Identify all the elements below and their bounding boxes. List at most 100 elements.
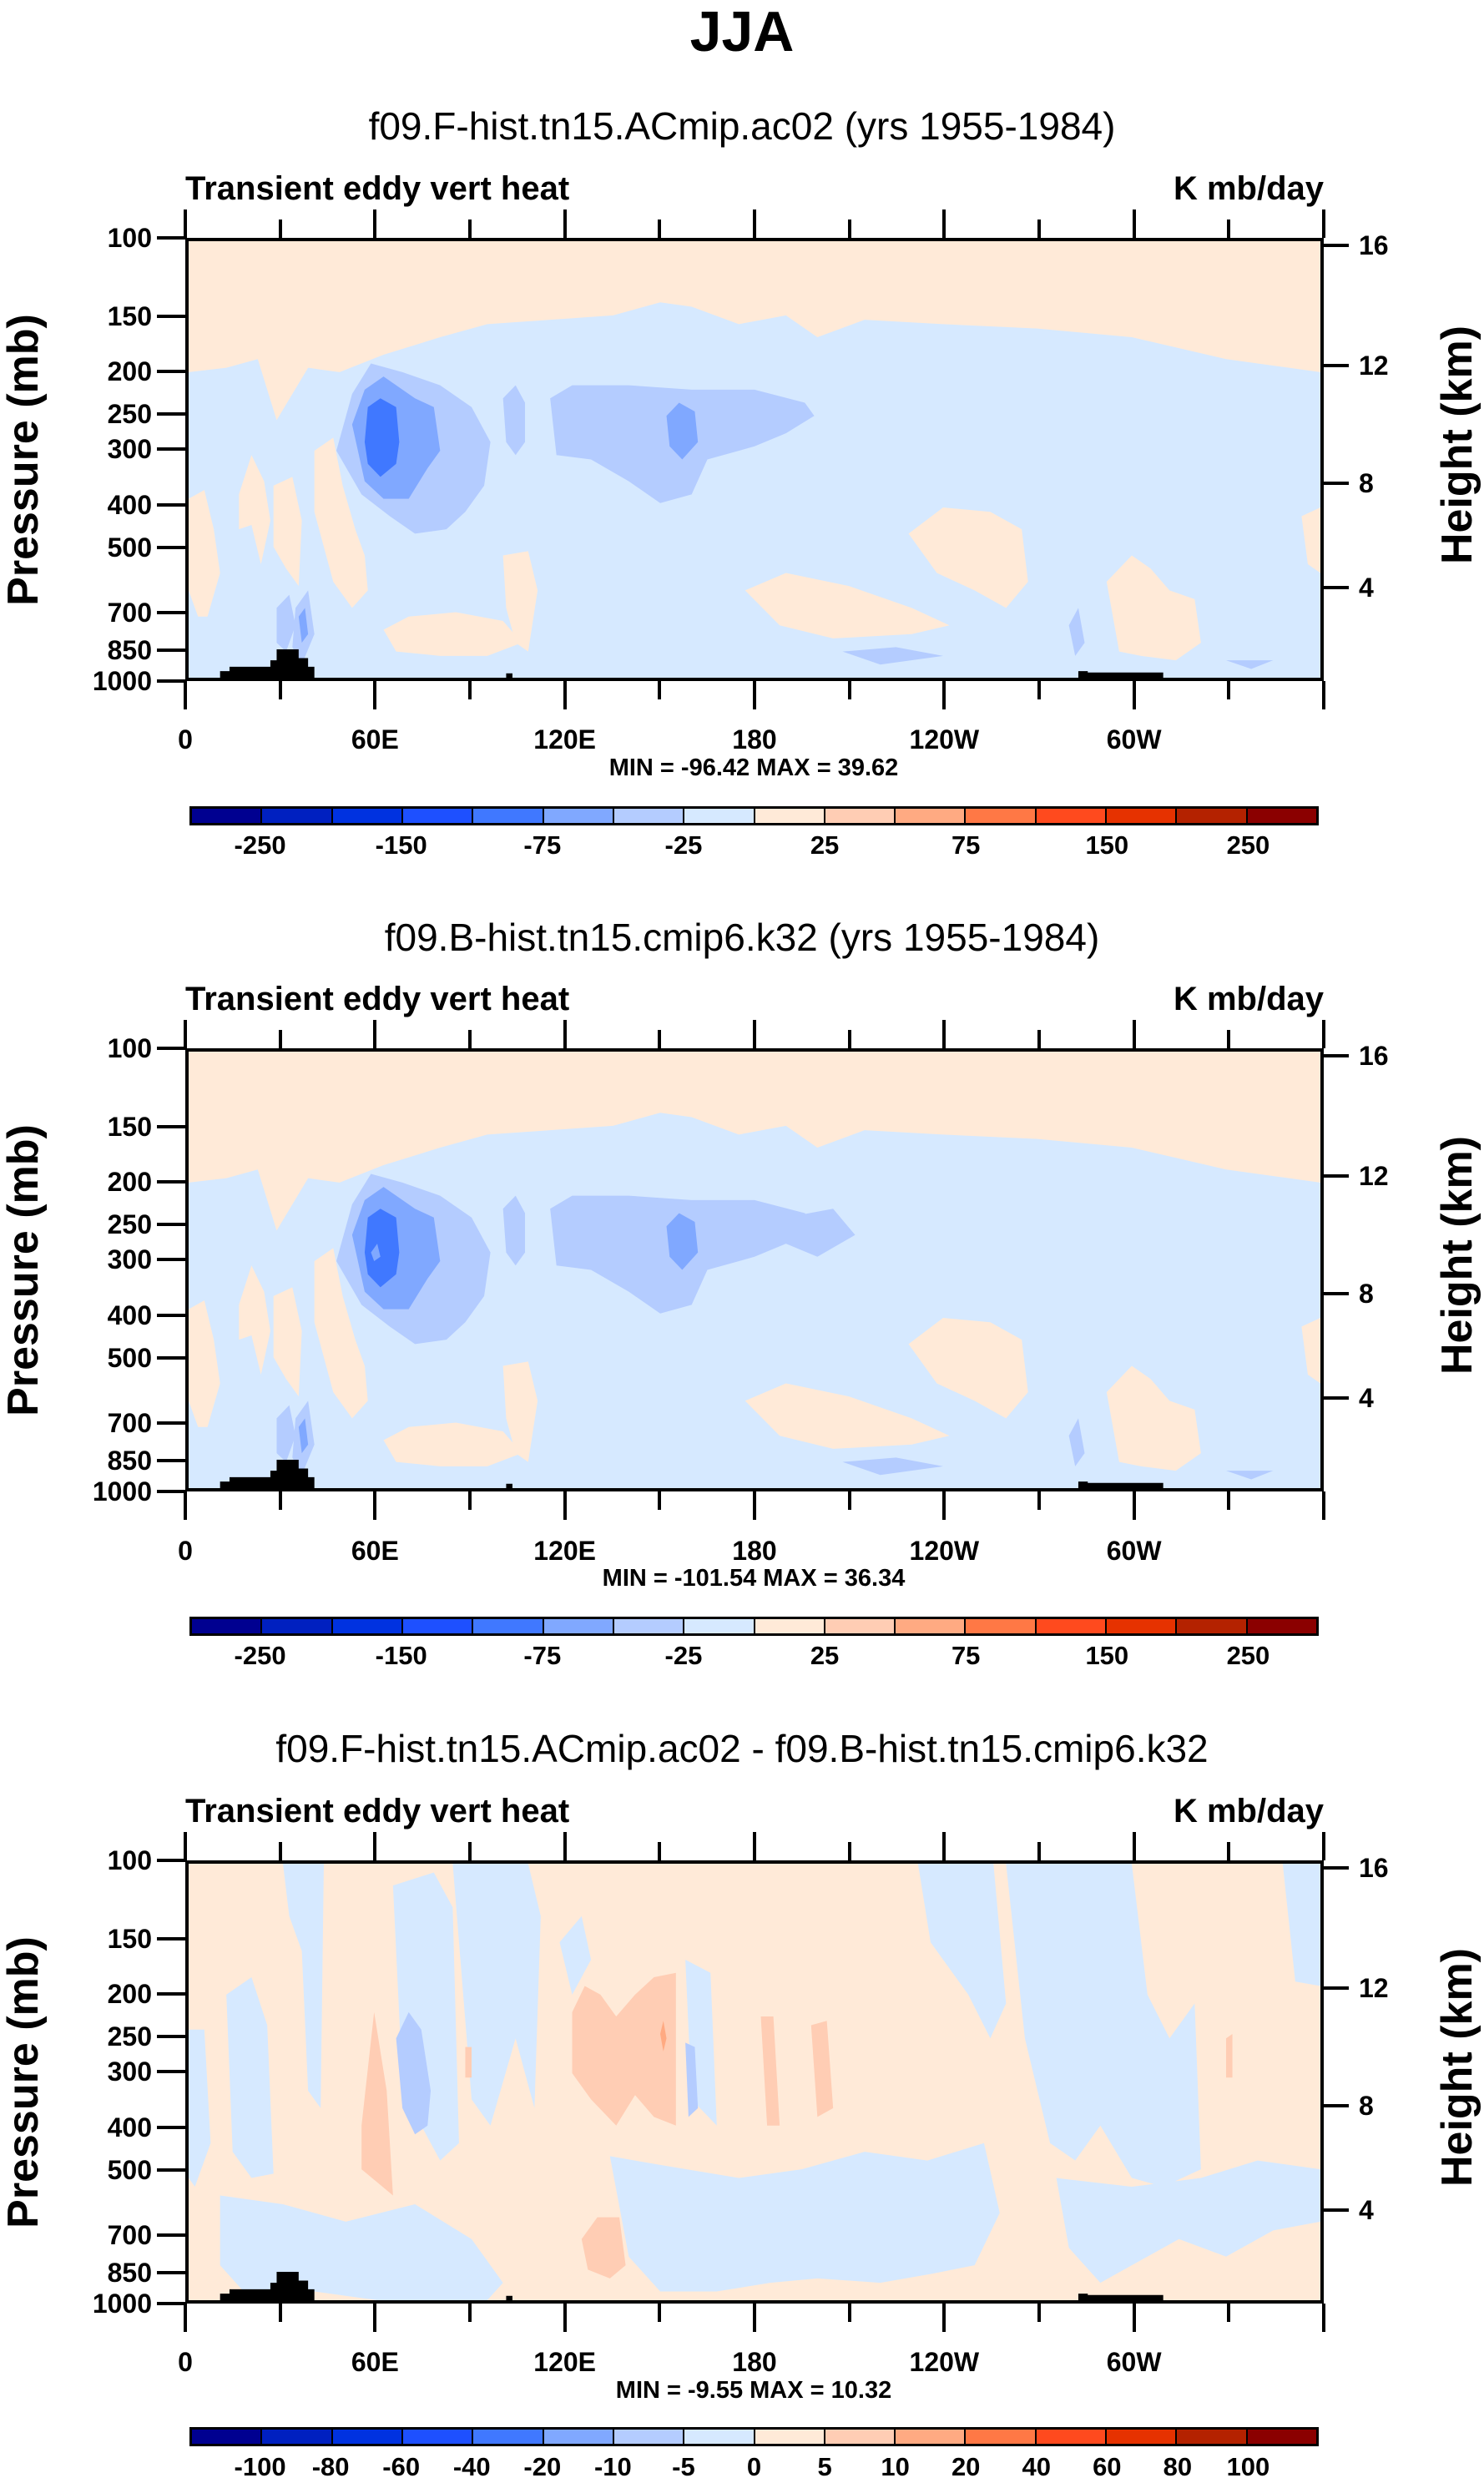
contour-fill [189,1864,1320,2300]
colorbar-label: -150 [375,830,427,860]
lon-tick-bottom [563,1491,567,1520]
pressure-tick [157,648,185,652]
pressure-tick-label: 100 [107,223,152,253]
colorbar-box [1177,1619,1248,1633]
pressure-tick [157,447,185,452]
lon-tick-bottom [942,1491,946,1520]
colorbar-box [1036,2430,1108,2444]
height-tick [1324,1292,1349,1296]
lon-tick-top [278,220,282,238]
colorbar-box [613,2430,685,2444]
colorbar-box [473,2430,544,2444]
lon-tick-label: 0 [178,1536,193,1566]
pressure-tick-label: 250 [107,399,152,430]
colorbar-box [966,2430,1037,2444]
colorbar-box [1107,1619,1178,1633]
pressure-tick-label: 150 [107,1923,152,1954]
pressure-tick-label: 1000 [92,1476,152,1506]
pressure-tick-label: 1000 [92,666,152,696]
lon-tick-top [942,209,946,238]
lon-tick-label: 0 [178,2347,193,2377]
lon-tick-bottom [658,1491,662,1510]
lon-tick-bottom [753,2304,756,2332]
colorbar-box [896,2430,967,2444]
colorbar-label: 250 [1226,1641,1270,1670]
pressure-tick-label: 850 [107,634,152,665]
height-tick [1324,2104,1349,2108]
lon-tick-bottom [278,2304,282,2322]
height-tick [1324,244,1349,248]
colorbar-label: 100 [1226,2452,1270,2481]
colorbar-label: -40 [452,2452,491,2481]
lon-tick-top [847,1842,851,1860]
colorbar-box [684,1619,755,1633]
pressure-tick-label: 400 [107,489,152,520]
lon-tick-label: 60E [351,1536,399,1566]
colorbar-box [332,2430,403,2444]
main-title: JJA [689,0,795,63]
min-max-label: MIN = -96.42 MAX = 39.62 [608,754,899,781]
lon-tick-bottom [373,681,377,709]
lon-tick-bottom [278,1491,282,1510]
height-tick-label: 4 [1359,572,1374,603]
pressure-tick [157,2035,185,2039]
height-tick-label: 16 [1359,1853,1389,1884]
colorbar [189,806,1319,825]
lon-tick-top [184,1832,187,1860]
lon-tick-top [1037,1842,1041,1860]
colorbar-box [543,809,614,823]
colorbar-box [192,2430,263,2444]
pressure-tick-label: 200 [107,1166,152,1197]
contour-fill [189,241,1320,678]
lon-tick-top [468,1842,472,1860]
colorbar-box [966,809,1037,823]
y-axis-label-left: Pressure (mb) [0,1123,48,1416]
lon-tick-bottom [1037,681,1041,699]
pressure-tick-label: 400 [107,1300,152,1330]
lon-tick-top [278,1842,282,1860]
pressure-tick [157,2168,185,2173]
pressure-tick-label: 850 [107,2257,152,2288]
lon-tick-bottom [278,681,282,699]
lon-tick-top [1227,1030,1231,1048]
pressure-tick-label: 700 [107,1407,152,1438]
lon-tick-top [942,1832,946,1860]
lon-tick-label: 180 [732,1536,777,1566]
lon-tick-label: 120W [909,1536,980,1566]
lon-tick-bottom [1322,2304,1325,2332]
lon-tick-bottom [373,2304,377,2332]
colorbar-box [896,1619,967,1633]
lon-tick-bottom [1322,1491,1325,1520]
pressure-tick [157,1859,185,1862]
lon-tick-label: 60W [1106,2347,1162,2377]
colorbar-box [755,809,825,823]
pressure-tick-label: 250 [107,2021,152,2052]
colorbar-label: -10 [593,2452,632,2481]
colorbar-box [332,1619,403,1633]
pressure-tick [157,1258,185,1262]
colorbar-label: -150 [375,1641,427,1670]
lon-tick-top [1037,1030,1041,1048]
lon-tick-bottom [1037,1491,1041,1510]
colorbar-box [473,1619,544,1633]
y-axis-label-left: Pressure (mb) [0,313,48,606]
lon-tick-top [468,1030,472,1048]
lon-tick-top [1227,220,1231,238]
lon-tick-top [847,1030,851,1048]
lon-tick-bottom [468,2304,472,2322]
colorbar-label: 150 [1085,1641,1129,1670]
colorbar-label: -80 [311,2452,350,2481]
contour-plot [185,1860,1324,2304]
lon-tick-bottom [1132,1491,1136,1520]
pressure-tick [157,1421,185,1425]
y-axis-label-right: Height (km) [1433,325,1481,564]
pressure-tick-label: 500 [107,1343,152,1374]
lon-tick-bottom [563,2304,567,2332]
lon-tick-bottom [1227,1491,1231,1510]
colorbar-label: 10 [881,2452,910,2481]
lon-tick-label: 180 [732,2347,777,2377]
lon-tick-top [1227,1842,1231,1860]
y-axis-label-right: Height (km) [1433,1947,1481,2187]
pressure-tick [157,1356,185,1360]
lon-tick-top [847,220,851,238]
